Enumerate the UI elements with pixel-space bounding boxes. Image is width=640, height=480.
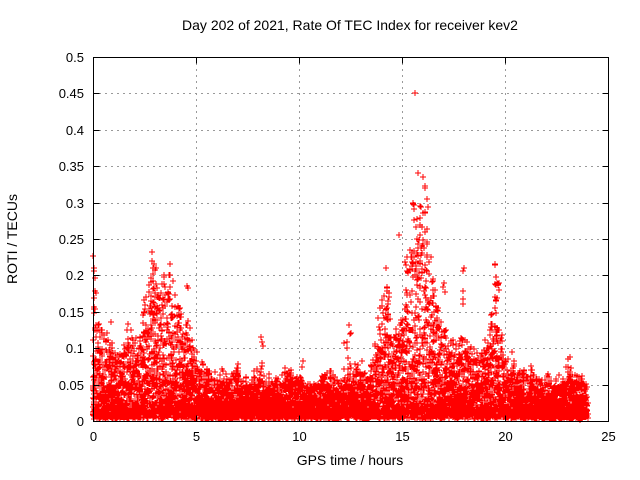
y-tick-label: 0 (77, 414, 84, 429)
tick-labels: 0 5 10 15 20 25 0 0.05 0.1 0.15 0.2 0.25 0.3 0.35 0.4 0… (59, 50, 616, 444)
plot-border (93, 57, 609, 422)
roti-data-points (90, 90, 591, 423)
x-tick-label: 25 (601, 429, 615, 444)
y-tick-label: 0.35 (59, 159, 84, 174)
y-tick-label: 0.3 (66, 196, 84, 211)
x-tick-label: 5 (193, 429, 200, 444)
x-axis-label: GPS time / hours (297, 452, 404, 468)
plot-frame (93, 57, 609, 422)
chart-title: Day 202 of 2021, Rate Of TEC Index for r… (182, 17, 518, 33)
y-tick-label: 0.25 (59, 232, 84, 247)
y-tick-label: 0.2 (66, 268, 84, 283)
x-tick-label: 15 (395, 429, 409, 444)
x-tick-label: 10 (292, 429, 306, 444)
scatter-points (90, 90, 591, 423)
y-axis-label: ROTI / TECUs (4, 194, 20, 284)
y-tick-label: 0.05 (59, 378, 84, 393)
y-tick-label: 0.4 (66, 123, 84, 138)
x-tick-label: 0 (90, 429, 97, 444)
y-tick-label: 0.5 (66, 50, 84, 65)
y-tick-label: 0.45 (59, 86, 84, 101)
y-tick-label: 0.15 (59, 305, 84, 320)
x-tick-label: 20 (498, 429, 512, 444)
y-tick-label: 0.1 (66, 341, 84, 356)
